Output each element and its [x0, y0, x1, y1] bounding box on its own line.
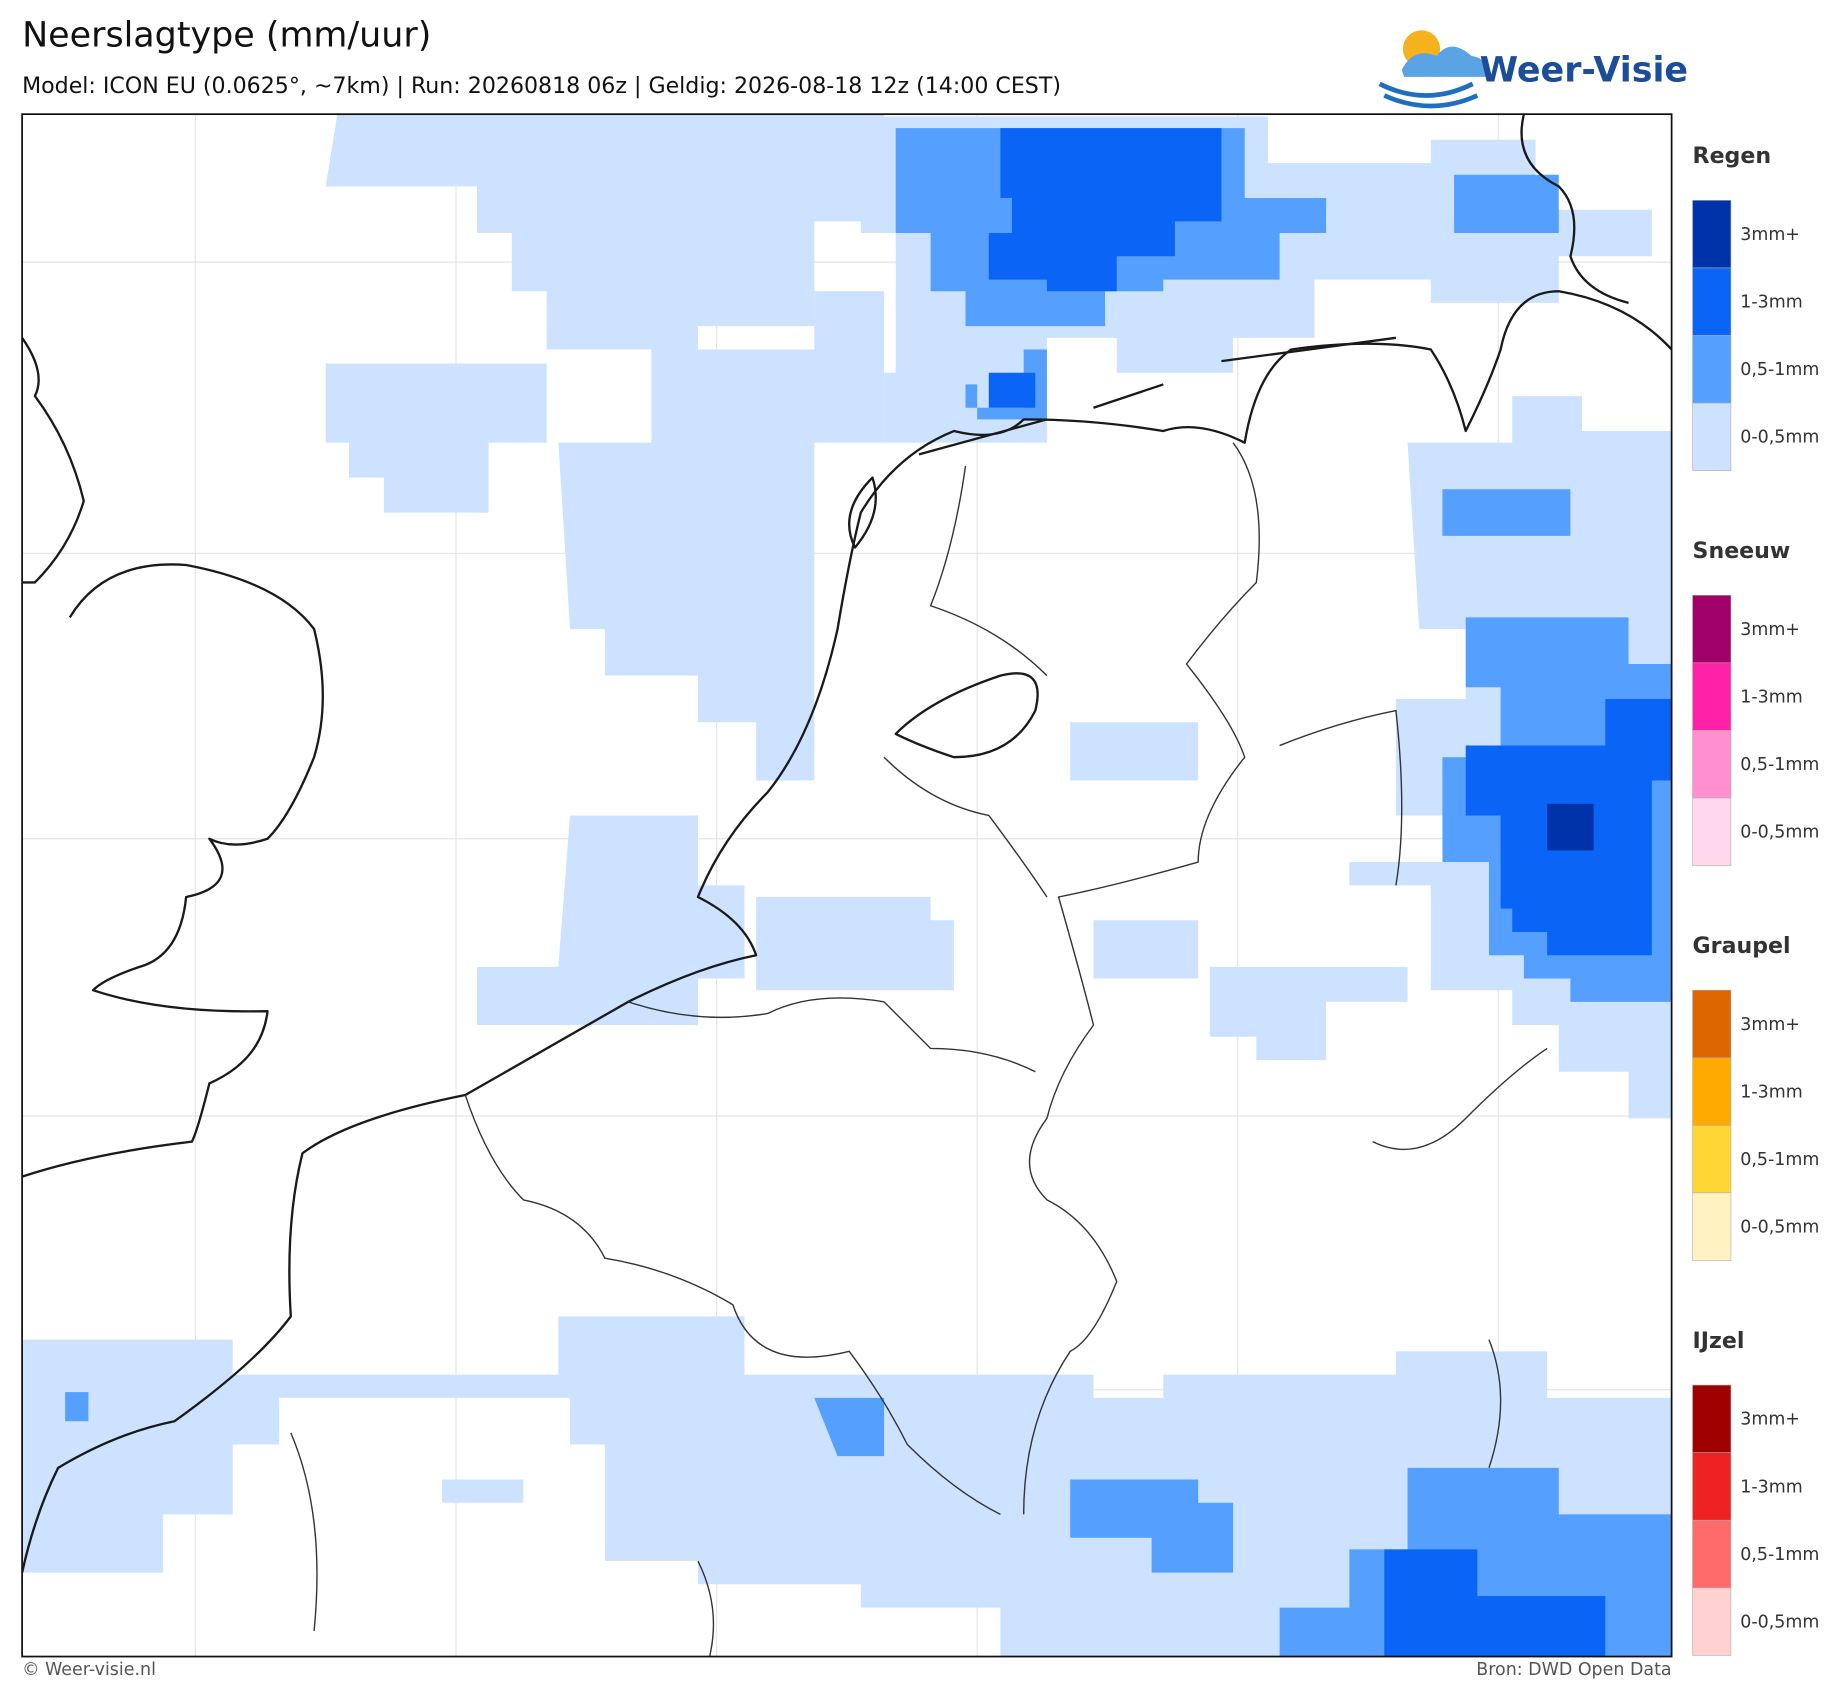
legend-label: 1-3mm [1740, 1477, 1802, 1497]
legend: Regen 3mm+ 1-3mm 0,5-1mm 0-0,5mm Sneeuw 3mm+ 1-… [1692, 143, 1819, 1656]
legend-label: 3mm+ [1740, 1410, 1800, 1430]
legend-swatch [1692, 1452, 1732, 1521]
legend-label: 0-0,5mm [1740, 428, 1819, 448]
legend-label: 1-3mm [1740, 687, 1802, 707]
borders [290, 442, 1548, 1657]
legend-label: 1-3mm [1740, 1082, 1802, 1102]
legend-label: 1-3mm [1740, 293, 1802, 313]
legend-label: 0,5-1mm [1740, 1150, 1819, 1170]
legend-label: 0,5-1mm [1740, 1545, 1819, 1565]
legend-swatch [1692, 267, 1732, 336]
legend-label: 0-0,5mm [1740, 1217, 1819, 1237]
legend-label: 3mm+ [1740, 620, 1800, 640]
legend-swatch [1692, 662, 1732, 731]
legend-swatch [1692, 1384, 1732, 1453]
subtitle: Model: ICON EU (0.0625°, ~7km) | Run: 20… [22, 73, 1061, 99]
legend-swatch [1692, 1192, 1732, 1261]
legend-label: 0,5-1mm [1740, 360, 1819, 380]
legend-title: Sneeuw [1693, 538, 1791, 564]
legend-title: Regen [1693, 143, 1772, 169]
legend-label: 3mm+ [1740, 225, 1800, 245]
legend-title: Graupel [1693, 933, 1791, 959]
legend-label: 3mm+ [1740, 1015, 1800, 1035]
map-frame [21, 113, 1673, 1658]
legend-swatch [1692, 1057, 1732, 1126]
logo: Weer-Visie [1378, 30, 1688, 109]
coastlines [22, 114, 1672, 1573]
legend-swatch [1692, 989, 1732, 1059]
footer-right: Bron: DWD Open Data [1476, 1660, 1671, 1680]
precip-extreme [1547, 803, 1594, 851]
legend-swatch [1692, 1519, 1732, 1589]
legend-title: IJzel [1693, 1328, 1745, 1354]
legend-label: 0-0,5mm [1740, 823, 1819, 843]
legend-label: 0,5-1mm [1740, 755, 1819, 775]
legend-swatch [1692, 402, 1732, 471]
title: Neerslagtype (mm/uur) [22, 16, 431, 56]
legend-swatch [1692, 730, 1732, 799]
legend-swatch [1692, 594, 1732, 664]
legend-swatch [1692, 1125, 1732, 1194]
legend-swatch [1692, 335, 1732, 404]
legend-label: 0-0,5mm [1740, 1612, 1819, 1632]
map [22, 114, 1672, 1657]
legend-swatch [1692, 797, 1732, 866]
legend-swatch [1692, 200, 1732, 269]
legend-swatch [1692, 1587, 1732, 1656]
logo-text: Weer-Visie [1480, 51, 1688, 91]
footer-left: © Weer-visie.nl [22, 1660, 156, 1680]
